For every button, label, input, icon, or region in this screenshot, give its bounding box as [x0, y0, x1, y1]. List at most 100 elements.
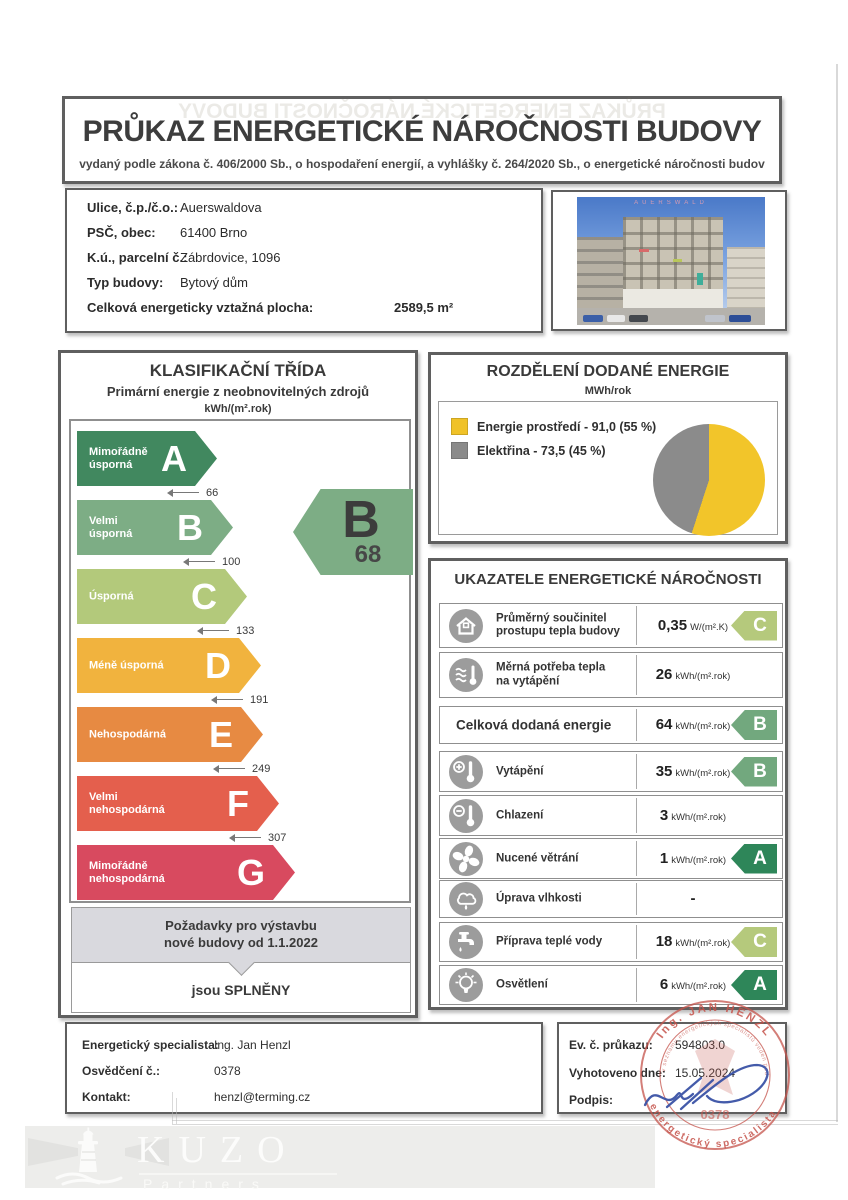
class-label: Mimořádně nehospodárná: [89, 859, 165, 885]
class-label: Velmi úsporná: [89, 514, 133, 540]
specialist-box: Energetický specialista: Ing. Jan Henzl …: [65, 1022, 543, 1114]
indicator-row: Příprava teplé vody 18 kWh/(m².rok) C: [439, 922, 783, 962]
stamp-number: 0378: [701, 1107, 730, 1122]
class-letter: C: [191, 575, 217, 617]
indicator-label: Úprava vlhkosti: [496, 892, 582, 905]
class-arrow-g: Mimořádně nehospodárná G: [77, 845, 295, 900]
indicator-value: 1 kWh/(m².rok): [659, 849, 727, 867]
scan-frame-corner: [172, 1092, 173, 1124]
legend-label: Energie prostředí - 91,0 (55 %): [477, 419, 657, 434]
requirements-result: jsou SPLNĚNY: [191, 982, 291, 998]
legend-item: Elektřina - 73,5 (45 %): [451, 442, 606, 459]
info-value: Zábrdovice, 1096: [180, 250, 281, 265]
energy-split-title: ROZDĚLENÍ DODANÉ ENERGIE: [486, 363, 730, 380]
scan-frame-corner: [176, 1098, 177, 1124]
round-stamp: Ing. JAN HENZL v seznamu energetických s…: [615, 983, 790, 1150]
car: [729, 315, 751, 322]
indicators-panel: UKAZATELE ENERGETICKÉ NÁROČNOSTI Průměrn…: [428, 558, 788, 1010]
class-letter: G: [236, 851, 265, 893]
indicator-label: Celková dodaná energie: [456, 717, 612, 733]
neighbor-building-left: [577, 237, 627, 309]
car: [583, 315, 603, 322]
class-arrow-e: Nehospodárná E: [77, 707, 263, 762]
legend-swatch-gray: [451, 442, 468, 459]
class-letter: E: [208, 713, 233, 755]
indicator-label: Vytápění: [496, 764, 544, 777]
class-label: Méně úsporná: [89, 659, 164, 671]
threshold-marker: 66: [167, 486, 218, 499]
lightbulb-icon: [449, 968, 483, 1002]
faucet-icon: [449, 925, 483, 959]
indicator-row: Vytápění 35 kWh/(m².rok) B: [439, 751, 783, 792]
info-label: Ulice, č.p./č.o.:: [87, 200, 179, 215]
area-label: Celková energeticky vztažná plocha:: [87, 300, 314, 315]
classification-unit: kWh/(m².rok): [204, 403, 272, 415]
building-info-box: Ulice, č.p./č.o.: Auerswaldova PSČ, obec…: [65, 188, 543, 333]
contact-value: henzl@terming.cz: [214, 1090, 311, 1104]
indicator-row: Osvětlení 6 kWh/(m².rok) A: [439, 965, 783, 1005]
legend-label: Elektřina - 73,5 (45 %): [477, 443, 606, 458]
scan-frame-bottom: [172, 1124, 838, 1125]
info-label: Typ budovy:: [87, 275, 164, 290]
class-letter: D: [205, 644, 231, 686]
house-icon: [449, 608, 483, 643]
indicator-row: Měrná potřeba tepla na vytápění 26 kWh/(m…: [439, 652, 783, 698]
contact-label: Kontakt:: [82, 1090, 131, 1104]
classification-title: KLASIFIKAČNÍ TŘÍDA: [149, 361, 327, 380]
class-label: Mimořádně úsporná: [89, 445, 148, 471]
threshold-marker: 100: [183, 555, 240, 568]
thermometer-minus-icon: [449, 798, 483, 833]
class-letter: B: [177, 506, 203, 548]
indicator-value: 18 kWh/(m².rok): [655, 933, 731, 950]
class-label: Nehospodárná: [89, 728, 167, 740]
building-photo-box: AUERSWALD: [551, 190, 787, 331]
indicator-label: Chlazení: [496, 808, 544, 821]
signature: [643, 1063, 769, 1111]
energy-split-chart-box: Energie prostředí - 91,0 (55 %) Elektřin…: [438, 401, 778, 536]
car: [607, 315, 625, 322]
class-arrow-f: Velmi nehospodárná F: [77, 776, 279, 831]
indicator-value: 3 kWh/(m².rok): [659, 806, 727, 824]
evidence-label: Ev. č. průkazu:: [569, 1038, 653, 1052]
indicator-label: Příprava teplé vody: [496, 935, 603, 948]
indicator-value: 26 kWh/(m².rok): [655, 666, 731, 683]
issue-box: Ev. č. průkazu: 594803.0 Vyhotoveno dne:…: [557, 1022, 787, 1114]
balcony-accent: [639, 249, 649, 252]
issued-value: 15.05.2024: [675, 1066, 736, 1080]
indicator-row: Úprava vlhkosti -: [439, 880, 783, 918]
class-letter: A: [161, 437, 187, 479]
certificate-label: Osvědčení č.:: [82, 1064, 161, 1078]
indicator-value: 0,35 W/(m².K): [657, 616, 729, 634]
photo-caption: AUERSWALD: [634, 200, 708, 206]
indicator-label: Měrná potřeba tepla na vytápění: [496, 661, 606, 688]
indicator-row: Chlazení 3 kWh/(m².rok): [439, 795, 783, 836]
building-photo: AUERSWALD: [577, 197, 765, 325]
area-value: 2589,5 m²: [394, 300, 454, 315]
indicator-value: -: [690, 890, 696, 907]
balcony-accent: [673, 259, 682, 262]
logo-underline: [139, 1173, 337, 1175]
page-subtitle: vydaný podle zákona č. 406/2000 Sb., o h…: [79, 157, 765, 171]
legend-item: Energie prostředí - 91,0 (55 %): [451, 418, 656, 435]
indicator-row: Celková dodaná energie 64 kWh/(m².rok) B: [439, 706, 783, 744]
info-value: 61400 Brno: [180, 225, 248, 240]
class-label: Velmi nehospodárná: [89, 790, 165, 816]
lighthouse-icon: [55, 1127, 123, 1186]
requirements-box: Požadavky pro výstavbu nové budovy od 1.1…: [71, 907, 411, 1013]
threshold-marker: 191: [211, 693, 268, 706]
indicators-title: UKAZATELE ENERGETICKÉ NÁROČNOSTI: [454, 571, 762, 588]
classification-panel: KLASIFIKAČNÍ TŘÍDA Primární energie z ne…: [58, 350, 418, 1018]
page-title: PRŮKAZ ENERGETICKÉ NÁROČNOSTI BUDOVY: [82, 115, 762, 148]
class-letter: F: [227, 782, 249, 824]
info-value: Auerswaldova: [180, 200, 262, 215]
specialist-label: Energetický specialista:: [82, 1038, 219, 1052]
thermometer-plus-icon: [449, 754, 483, 789]
class-label: Úsporná: [89, 590, 134, 602]
indicator-class-arrow: B: [731, 756, 777, 787]
kuzo-logo-band: KUZO Partners: [25, 1126, 655, 1192]
indicator-row: Průměrný součinitel prostupu tepla budov…: [439, 603, 783, 648]
energy-split-unit: MWh/rok: [584, 385, 632, 397]
neighbor-building-right: [727, 247, 765, 309]
car: [629, 315, 648, 322]
